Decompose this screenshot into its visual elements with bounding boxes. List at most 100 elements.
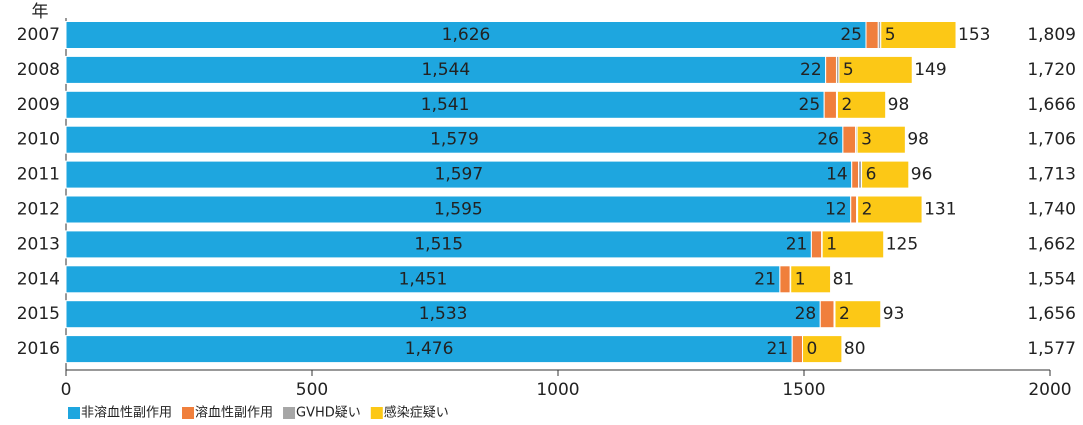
value-label: 0 xyxy=(807,339,818,359)
bar-segment xyxy=(821,230,885,259)
y-axis-label: 年 xyxy=(32,2,49,22)
x-tick-label: 2000 xyxy=(1028,380,1071,400)
bar-segment xyxy=(825,55,837,84)
bar-segment xyxy=(857,195,923,224)
total-label: 1,713 xyxy=(1027,165,1076,185)
value-label: 6 xyxy=(866,165,877,185)
bar-segment xyxy=(823,90,837,119)
y-tick-label: 2009 xyxy=(17,95,60,115)
x-tick-label: 0 xyxy=(61,380,72,400)
value-label: 12 xyxy=(825,200,847,220)
value-label: 153 xyxy=(958,25,990,45)
bar-segment xyxy=(779,265,791,294)
bar-segment xyxy=(834,300,882,329)
value-label: 96 xyxy=(911,165,933,185)
total-label: 1,662 xyxy=(1027,234,1076,254)
legend-label: 非溶血性副作用 xyxy=(81,406,172,421)
bar-segment xyxy=(65,195,852,224)
bar-segment xyxy=(65,55,827,84)
value-label: 1,626 xyxy=(442,25,491,45)
bar-segment xyxy=(819,300,835,329)
value-label: 1 xyxy=(795,269,806,289)
legend-swatch xyxy=(182,407,195,419)
value-label: 3 xyxy=(861,130,872,150)
total-label: 1,809 xyxy=(1027,25,1076,45)
value-label: 26 xyxy=(817,130,839,150)
y-tick-label: 2012 xyxy=(17,200,60,220)
total-label: 1,656 xyxy=(1027,304,1076,324)
bar-segment xyxy=(838,55,913,84)
bar-segment xyxy=(65,125,844,154)
legend-swatch xyxy=(370,407,383,419)
value-label: 2 xyxy=(841,95,852,115)
value-label: 1,597 xyxy=(435,165,484,185)
bar-segment xyxy=(65,335,793,364)
y-tick-label: 2010 xyxy=(17,130,60,150)
bar-segment xyxy=(65,160,853,189)
value-label: 98 xyxy=(888,95,910,115)
y-tick-label: 2015 xyxy=(17,304,60,324)
legend-label: 感染症疑い xyxy=(384,405,449,421)
value-label: 2 xyxy=(862,200,873,220)
x-tick-label: 1500 xyxy=(782,380,825,400)
bar-segment xyxy=(851,160,860,189)
value-label: 1,451 xyxy=(399,269,448,289)
value-label: 131 xyxy=(924,200,956,220)
value-label: 1,595 xyxy=(434,200,483,220)
total-label: 1,666 xyxy=(1027,95,1076,115)
value-label: 1,533 xyxy=(419,304,468,324)
bar-segment xyxy=(790,265,832,294)
value-label: 5 xyxy=(843,60,854,80)
bar-segment xyxy=(810,230,823,259)
bar-segment xyxy=(65,90,825,119)
bar-segment xyxy=(865,21,879,49)
legend-label: GVHD疑い xyxy=(296,405,361,421)
value-label: 5 xyxy=(885,25,896,45)
bar-segment xyxy=(65,21,867,49)
value-label: 25 xyxy=(840,25,862,45)
value-label: 93 xyxy=(883,304,905,324)
bar-segment xyxy=(842,125,857,154)
value-label: 21 xyxy=(786,234,808,254)
value-label: 1,579 xyxy=(430,130,479,150)
bar-segment xyxy=(65,265,781,294)
bar-segment xyxy=(880,21,957,49)
legend-swatch xyxy=(68,407,80,419)
total-label: 1,577 xyxy=(1027,339,1076,359)
total-label: 1,554 xyxy=(1027,269,1076,289)
value-label: 1,476 xyxy=(405,339,454,359)
bar-segment xyxy=(850,195,858,224)
total-label: 1,706 xyxy=(1027,130,1076,150)
bar-segment xyxy=(65,300,821,329)
value-label: 21 xyxy=(767,339,789,359)
value-label: 25 xyxy=(799,95,821,115)
legend-swatch xyxy=(283,407,296,419)
y-tick-label: 2016 xyxy=(17,339,60,359)
y-tick-label: 2008 xyxy=(17,60,60,80)
value-label: 81 xyxy=(833,269,855,289)
total-label: 1,740 xyxy=(1027,200,1076,220)
bar-segment xyxy=(856,125,906,154)
value-label: 125 xyxy=(886,234,918,254)
bar-segment xyxy=(861,160,910,189)
value-label: 1,544 xyxy=(421,60,470,80)
value-label: 1,541 xyxy=(421,95,470,115)
bar-segment xyxy=(791,335,804,364)
bar-segment xyxy=(802,335,843,364)
bar-segment xyxy=(836,90,887,119)
y-tick-label: 2013 xyxy=(17,234,60,254)
value-label: 14 xyxy=(826,165,848,185)
value-label: 149 xyxy=(914,60,946,80)
y-tick-label: 2014 xyxy=(17,269,60,289)
y-tick-label: 2007 xyxy=(17,25,60,45)
value-label: 2 xyxy=(839,304,850,324)
x-tick-label: 500 xyxy=(296,380,328,400)
value-label: 80 xyxy=(844,339,866,359)
value-label: 1,515 xyxy=(414,234,463,254)
value-label: 98 xyxy=(907,130,929,150)
value-label: 22 xyxy=(800,60,822,80)
value-label: 28 xyxy=(795,304,817,324)
value-label: 21 xyxy=(754,269,776,289)
x-tick-label: 1000 xyxy=(536,380,579,400)
